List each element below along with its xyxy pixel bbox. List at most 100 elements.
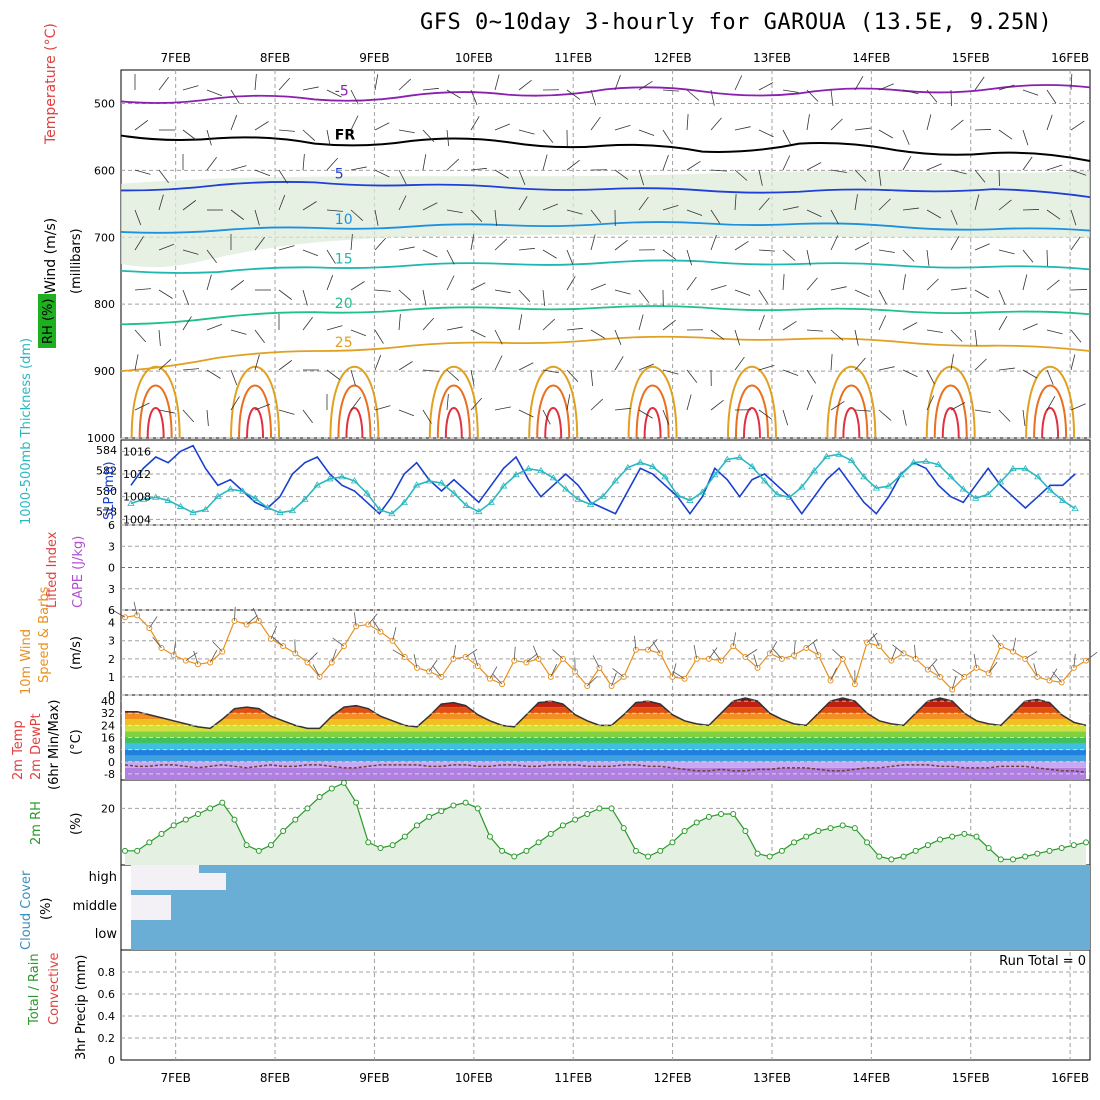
wind-barb-10m (185, 652, 198, 661)
wind-barb-10m (392, 649, 405, 658)
rh-marker (803, 833, 810, 840)
wind-barb (950, 235, 960, 251)
rh-marker (304, 805, 311, 812)
wind-barb (830, 235, 839, 251)
wind-barb-10m (932, 664, 941, 678)
wind-barb (206, 323, 223, 331)
wind-barb (614, 329, 622, 345)
rh-marker (620, 825, 627, 832)
wind-barb (758, 364, 775, 371)
wind-barb (1070, 209, 1077, 226)
wind-barb-10m (473, 652, 479, 667)
rh-ylabel: RH (%) (38, 294, 56, 348)
rh-marker (170, 822, 177, 829)
wind-barb (1046, 369, 1054, 385)
ylabel-temperature: Temperature (°C) (43, 23, 59, 145)
thickness-tick-label: 578 (96, 506, 117, 519)
wind-barb-10m (312, 664, 320, 678)
rh-marker (462, 799, 469, 806)
wind-barb-10m (973, 654, 977, 668)
thickness-marker (760, 477, 769, 484)
wind-barb (254, 403, 271, 411)
rh-marker (1010, 856, 1017, 863)
wind-barb (662, 129, 673, 144)
wind-barb (686, 276, 697, 291)
rh-marker (219, 799, 226, 806)
wind-barb (206, 89, 223, 97)
thickness-marker (649, 462, 657, 470)
li-tick-label: 3 (108, 540, 115, 553)
wind-barb (758, 314, 765, 331)
wind-barb (398, 169, 407, 185)
wind-barb (422, 154, 427, 171)
surface-temp-contour (337, 384, 372, 439)
wind-barb-10m (951, 676, 957, 690)
ylabel-cloud-unit: (%) (39, 898, 54, 921)
rh-marker (474, 805, 481, 812)
wind-barb-10m (647, 638, 658, 651)
rh-marker (1046, 847, 1053, 854)
wind-barb (134, 120, 149, 131)
thickness-marker (711, 471, 719, 478)
wind-barb-10m (367, 613, 378, 625)
wind-barb (518, 314, 523, 331)
slp-tick-label: 1004 (123, 513, 151, 526)
wind-barb (1070, 289, 1088, 291)
rh-marker (572, 816, 579, 823)
rh-marker (134, 847, 141, 854)
thickness-marker (276, 508, 284, 516)
minmax-ylabel: (6hr Min/Max) (47, 700, 62, 790)
wind-barb (590, 398, 603, 411)
wind-barb-10m (612, 668, 624, 678)
wind-barb (1046, 395, 1056, 411)
wind-barb (590, 234, 596, 251)
wind-ylabel: 10m Wind (19, 629, 34, 695)
rh-marker (547, 830, 554, 837)
wind-barb (830, 286, 847, 291)
wind-barb (686, 209, 703, 216)
surface-temp-contour (834, 384, 869, 439)
wind-barb (398, 195, 407, 211)
thickness-marker (425, 477, 433, 484)
wind-barb (374, 329, 384, 344)
series-line-slp (130, 444, 1076, 516)
wind-barb (878, 289, 887, 305)
rh-marker (778, 847, 785, 854)
wind-barb (518, 169, 526, 185)
thickness-marker (1021, 464, 1030, 472)
surface-temp-contour (130, 365, 181, 439)
contour-line-5 (120, 181, 1091, 199)
wind-barb (374, 289, 391, 292)
wind-barb (566, 276, 576, 291)
thickness-marker (735, 453, 744, 460)
wind-barb (950, 329, 963, 342)
wind-barb (854, 289, 870, 298)
wind-barb (470, 369, 475, 386)
wind-barb (494, 355, 503, 371)
thickness-marker (909, 458, 918, 465)
wind-barb (926, 329, 943, 333)
rh-area (125, 782, 1086, 865)
rh-marker (912, 847, 919, 854)
thickness-marker (512, 471, 520, 478)
thickness-marker (350, 477, 359, 484)
x-tick-label-bottom: 7FEB (160, 1071, 190, 1085)
wind-barb (686, 394, 692, 411)
wind-barb (902, 274, 906, 291)
wind-barb-10m (270, 625, 278, 640)
thickness-marker (127, 499, 135, 506)
x-tick-label-bottom: 13FEB (753, 1071, 791, 1085)
thickness-marker (189, 508, 197, 516)
rh-marker (1083, 839, 1089, 846)
wind-barb (830, 169, 847, 173)
wind-barb (446, 394, 449, 411)
wind-barb-10m (152, 636, 162, 649)
contour-label: 10 (335, 212, 353, 228)
thickness-marker (996, 478, 1005, 485)
contour-line-10 (120, 221, 1091, 234)
ylabel-wind: Wind (m/s) (43, 218, 59, 294)
wind-barb (398, 246, 415, 251)
wind-barb-10m (331, 649, 337, 663)
wind-barb (878, 169, 882, 186)
wind-barb (446, 275, 455, 291)
